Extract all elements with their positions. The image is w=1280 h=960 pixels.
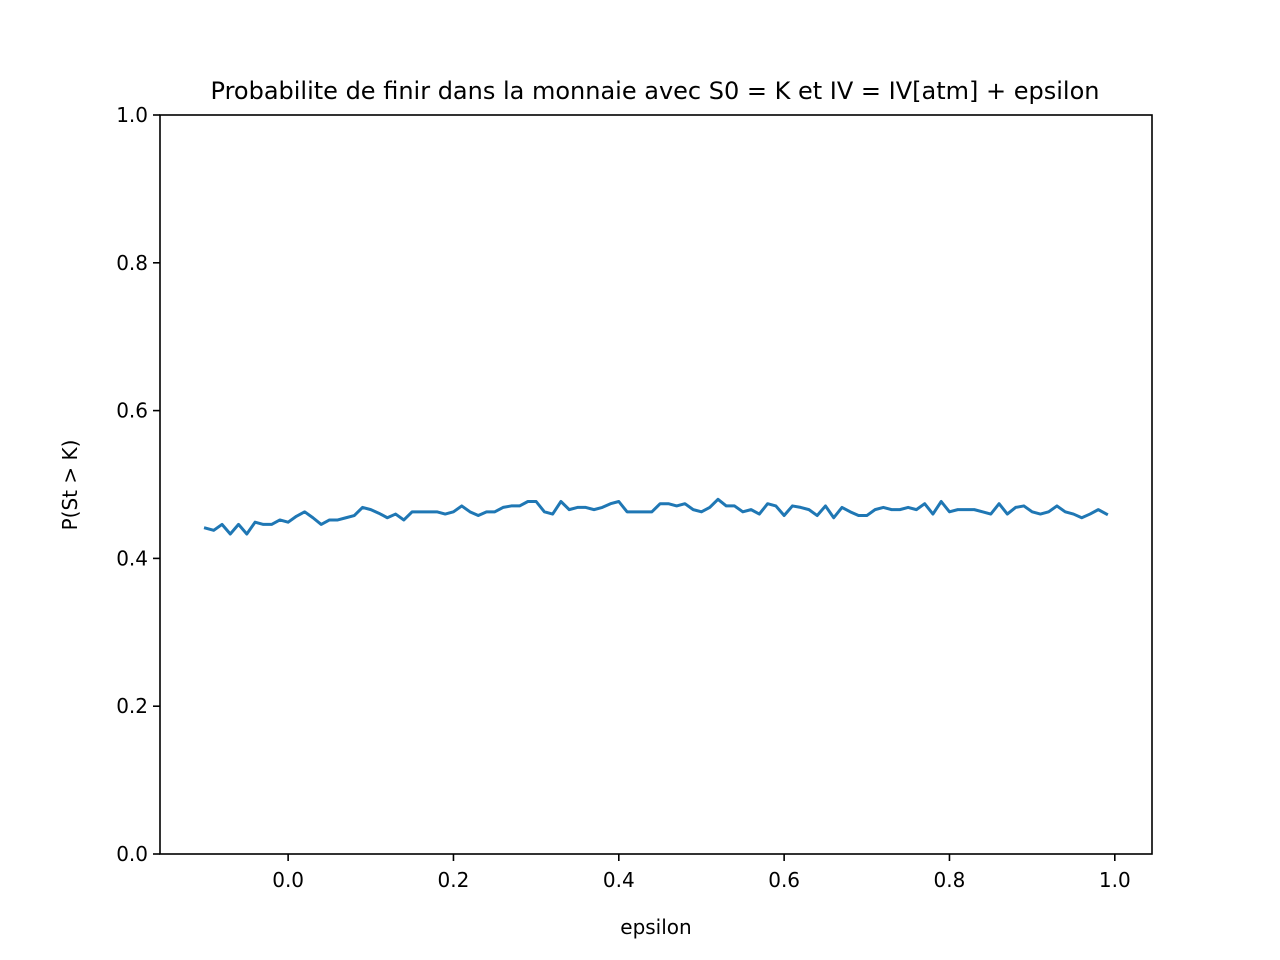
y-tick-label: 0.2 (116, 694, 148, 718)
y-tick-label: 0.4 (116, 546, 148, 570)
y-tick-label: 0.0 (116, 842, 148, 866)
y-tick-label: 1.0 (116, 103, 148, 127)
axes: 0.0 0.2 0.4 0.6 0.8 1.0 0.0 0.2 0.4 0.6 0.8 1.0 (116, 103, 1153, 892)
x-axis-label: epsilon (620, 915, 691, 939)
x-tick-label: 1.0 (1099, 868, 1131, 892)
axes-frame (159, 114, 1153, 855)
series-line-0 (203, 497, 1109, 536)
x-tick-label: 0.0 (272, 868, 304, 892)
y-axis-label: P(St > K) (58, 440, 82, 531)
plot-area (203, 497, 1109, 536)
y-tick-label: 0.8 (116, 251, 148, 275)
x-tick-label: 0.6 (768, 868, 800, 892)
y-tick-label: 0.6 (116, 399, 148, 423)
x-tick-label: 0.8 (934, 868, 966, 892)
x-tick-label: 0.4 (603, 868, 635, 892)
x-tick-label: 0.2 (438, 868, 470, 892)
chart-title: Probabilite de finir dans la monnaie ave… (211, 77, 1100, 105)
